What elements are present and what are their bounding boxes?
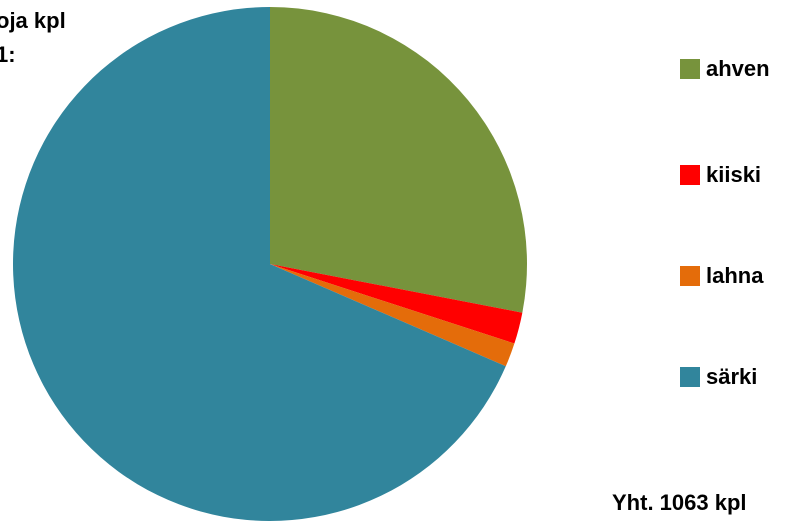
- legend-item-lahna: lahna: [680, 263, 763, 289]
- legend-swatch-sarki: [680, 367, 700, 387]
- pie-slice-kiiski: [270, 264, 523, 344]
- pie-slice-ahven: [270, 7, 528, 313]
- legend-label-ahven: ahven: [706, 56, 770, 81]
- legend-item-ahven: ahven: [680, 56, 770, 82]
- total-count-label: Yht. 1063 kpl: [612, 490, 747, 515]
- pie-slice-sarki: [12, 7, 506, 521]
- pie-slice-lahna: [270, 264, 515, 367]
- legend-label-sarki: särki: [706, 364, 758, 389]
- legend-label-kiiski: kiiski: [706, 162, 762, 187]
- chart-title-line-1: oja kpl: [0, 8, 66, 33]
- chart-title-line-2: 1:: [0, 42, 16, 67]
- legend-item-sarki: särki: [680, 364, 757, 390]
- legend-swatch-ahven: [680, 59, 700, 79]
- legend-swatch-lahna: [680, 266, 700, 286]
- legend-item-kiiski: kiiski: [680, 162, 761, 188]
- legend-swatch-kiiski: [680, 165, 700, 185]
- legend-label-lahna: lahna: [706, 263, 764, 288]
- chart-title: oja kpl 1:: [0, 4, 66, 72]
